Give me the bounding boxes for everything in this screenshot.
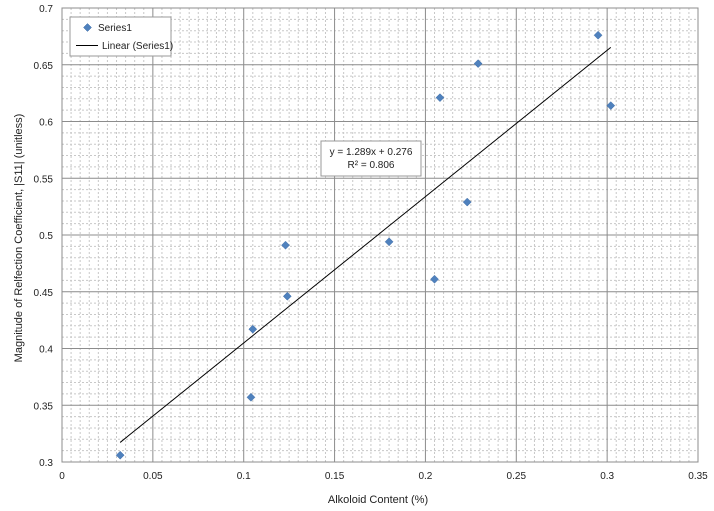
legend-box xyxy=(69,16,172,57)
x-axis-ticks: 0 0.05 0.1 0.15 0.2 0.25 0.3 0.35 xyxy=(59,471,708,482)
data-point xyxy=(430,274,439,284)
data-point xyxy=(473,59,483,68)
y-tick-label: 0.6 xyxy=(39,118,53,129)
equation-label: y = 1.289x + 0.276 R² = 0.806 xyxy=(320,140,422,177)
x-tick-label: 0.1 xyxy=(237,471,251,482)
x-tick-label: 0.25 xyxy=(507,471,527,482)
x-tick-label: 0.35 xyxy=(688,471,708,482)
major-grid xyxy=(61,7,699,463)
data-point xyxy=(282,291,292,301)
data-point xyxy=(115,450,125,460)
data-point xyxy=(281,240,290,250)
y-axis-title: Magnitude of Relfection Coefficient, |S1… xyxy=(13,114,25,363)
y-axis-ticks: 0.3 0.35 0.4 0.45 0.5 0.55 0.6 0.65 0.7 xyxy=(34,4,54,469)
equation-box xyxy=(320,140,422,177)
data-point xyxy=(435,93,445,103)
data-point xyxy=(248,324,258,334)
y-tick-label: 0.7 xyxy=(39,4,53,15)
x-tick-label: 0.05 xyxy=(143,471,163,482)
x-tick-label: 0 xyxy=(59,471,65,482)
y-tick-label: 0.55 xyxy=(34,174,54,185)
y-tick-label: 0.4 xyxy=(39,345,53,356)
y-tick-label: 0.65 xyxy=(34,61,54,72)
x-tick-label: 0.15 xyxy=(325,471,345,482)
legend-series1-marker xyxy=(83,23,92,32)
legend: Series1 Linear (Series1) xyxy=(69,16,173,57)
y-tick-label: 0.45 xyxy=(34,288,54,299)
equation-text: y = 1.289x + 0.276 xyxy=(330,147,413,158)
data-point xyxy=(606,101,616,110)
data-point xyxy=(593,30,603,40)
trendline xyxy=(119,47,612,443)
y-tick-label: 0.5 xyxy=(39,231,53,242)
r-squared-text: R² = 0.806 xyxy=(348,160,395,171)
trendline-layer xyxy=(119,47,612,443)
data-point xyxy=(246,392,256,402)
y-tick-label: 0.35 xyxy=(34,401,54,412)
x-tick-label: 0.3 xyxy=(600,471,614,482)
y-tick-label: 0.3 xyxy=(39,458,53,469)
data-point xyxy=(384,237,394,247)
x-axis-title: Alkoloid Content (%) xyxy=(328,494,428,506)
x-tick-label: 0.2 xyxy=(418,471,432,482)
legend-series1-label: Series1 xyxy=(98,23,132,34)
data-points xyxy=(115,30,616,460)
legend-trendline-label: Linear (Series1) xyxy=(102,41,173,52)
data-point xyxy=(462,197,472,207)
